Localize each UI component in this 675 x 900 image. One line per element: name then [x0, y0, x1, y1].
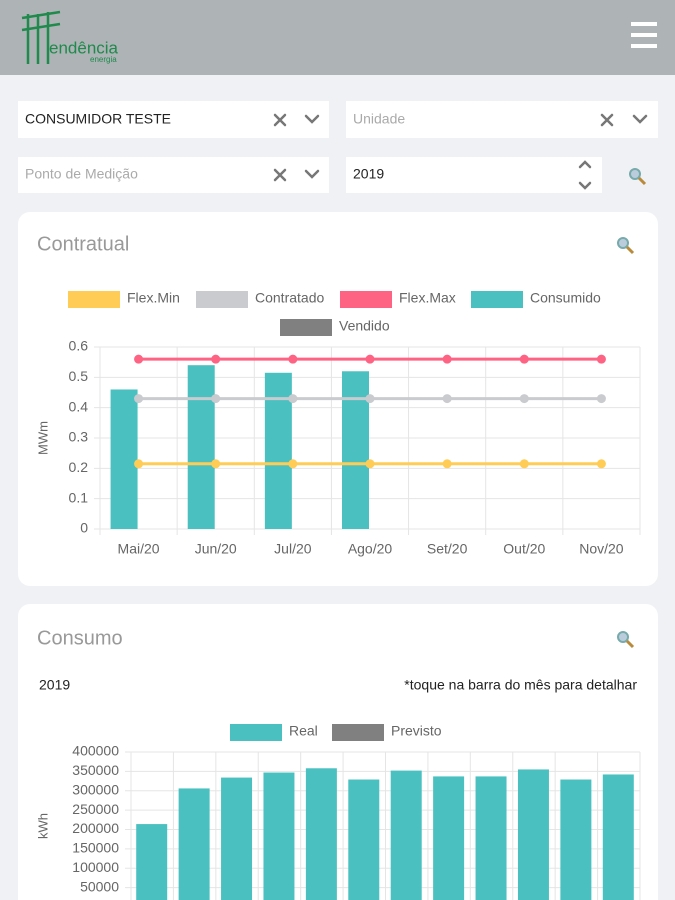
- bar: [560, 779, 592, 900]
- point: [365, 459, 375, 469]
- legend-swatch: [280, 319, 332, 336]
- legend-label: Real: [289, 723, 318, 739]
- point: [365, 354, 375, 364]
- point: [596, 459, 606, 469]
- y-tick-label: 100000: [72, 859, 119, 875]
- point: [519, 459, 529, 469]
- point: [134, 354, 144, 364]
- legend-label: Flex.Min: [127, 290, 180, 306]
- y-tick-label: 350000: [72, 762, 119, 778]
- legend-swatch: [68, 291, 120, 308]
- y-axis-label: MWm: [35, 421, 50, 455]
- point: [596, 354, 606, 364]
- point-placeholder: Ponto de Medição: [25, 166, 138, 182]
- point: [288, 394, 298, 404]
- consumer-select[interactable]: CONSUMIDOR TESTE: [18, 101, 329, 138]
- bar: [348, 779, 380, 900]
- y-tick-label: 200000: [72, 820, 119, 836]
- x-tick-label: Jun/20: [195, 541, 237, 557]
- x-tick-label: Set/20: [427, 541, 468, 557]
- y-axis-label: kWh: [35, 813, 50, 839]
- point: [134, 459, 144, 469]
- y-tick-label: 0.1: [69, 489, 89, 505]
- unit-placeholder: Unidade: [353, 111, 405, 127]
- y-tick-label: 250000: [72, 801, 119, 817]
- bar: [263, 772, 295, 900]
- zoom-button[interactable]: [617, 631, 635, 649]
- y-tick-label: 300000: [72, 781, 119, 797]
- bar: [602, 774, 634, 900]
- bar: [475, 776, 507, 900]
- unit-select[interactable]: Unidade: [346, 101, 658, 138]
- x-tick-label: Mai/20: [118, 541, 160, 557]
- header: [0, 0, 675, 75]
- y-tick-label: 0.6: [69, 338, 89, 354]
- logo: endência energia: [21, 10, 119, 64]
- legend-label: Consumido: [530, 290, 601, 306]
- bar: [264, 372, 292, 529]
- consumer-value: CONSUMIDOR TESTE: [25, 111, 171, 127]
- legend-label: Contratado: [255, 290, 324, 306]
- y-tick-label: 0.3: [69, 429, 89, 445]
- chart-subtitle: 2019: [39, 677, 70, 693]
- legend-swatch: [332, 724, 384, 741]
- point: [519, 354, 529, 364]
- y-tick-label: 150000: [72, 840, 119, 856]
- legend-label: Vendido: [339, 318, 390, 334]
- chart-title: Contratual: [37, 233, 129, 255]
- bar: [221, 777, 253, 900]
- point: [596, 394, 606, 404]
- menu-button[interactable]: [631, 22, 657, 48]
- bar: [178, 788, 210, 900]
- year-value: 2019: [353, 166, 384, 182]
- search-button[interactable]: [629, 168, 647, 186]
- y-tick-label: 0.2: [69, 459, 89, 475]
- logo-subtext: energia: [90, 55, 117, 64]
- legend-swatch: [230, 724, 282, 741]
- bar: [187, 365, 215, 529]
- legend-swatch: [340, 291, 392, 308]
- point: [211, 459, 221, 469]
- point: [134, 394, 144, 404]
- bar: [305, 768, 337, 900]
- legend-swatch: [471, 291, 523, 308]
- point: [211, 394, 221, 404]
- point: [442, 459, 452, 469]
- bar: [110, 389, 138, 529]
- point: [519, 394, 529, 404]
- bar: [342, 371, 369, 529]
- legend-label: Previsto: [391, 723, 442, 739]
- point: [288, 354, 298, 364]
- y-tick-label: 50000: [80, 878, 119, 894]
- chart-annotation: *toque na barra do mês para detalhar: [404, 677, 637, 693]
- y-tick-label: 0: [80, 520, 88, 536]
- logo-text: endência: [49, 38, 119, 57]
- point: [442, 354, 452, 364]
- point: [211, 354, 221, 364]
- y-tick-label: 0.5: [69, 368, 89, 384]
- x-tick-label: Out/20: [503, 541, 545, 557]
- bar: [433, 776, 465, 900]
- x-tick-label: Ago/20: [348, 541, 393, 557]
- y-tick-label: 400000: [72, 743, 119, 759]
- bar: [136, 824, 168, 900]
- x-tick-label: Jul/20: [274, 541, 312, 557]
- chart-title: Consumo: [37, 627, 123, 649]
- point-select[interactable]: Ponto de Medição: [18, 157, 329, 193]
- y-tick-label: 0.4: [69, 398, 89, 414]
- bar: [517, 769, 549, 900]
- zoom-button[interactable]: [617, 237, 635, 255]
- bar: [390, 770, 422, 900]
- legend-label: Flex.Max: [399, 290, 456, 306]
- point: [442, 394, 452, 404]
- year-input[interactable]: 2019: [346, 157, 602, 193]
- x-tick-label: Nov/20: [579, 541, 624, 557]
- point: [365, 394, 375, 404]
- point: [288, 459, 298, 469]
- legend-swatch: [196, 291, 248, 308]
